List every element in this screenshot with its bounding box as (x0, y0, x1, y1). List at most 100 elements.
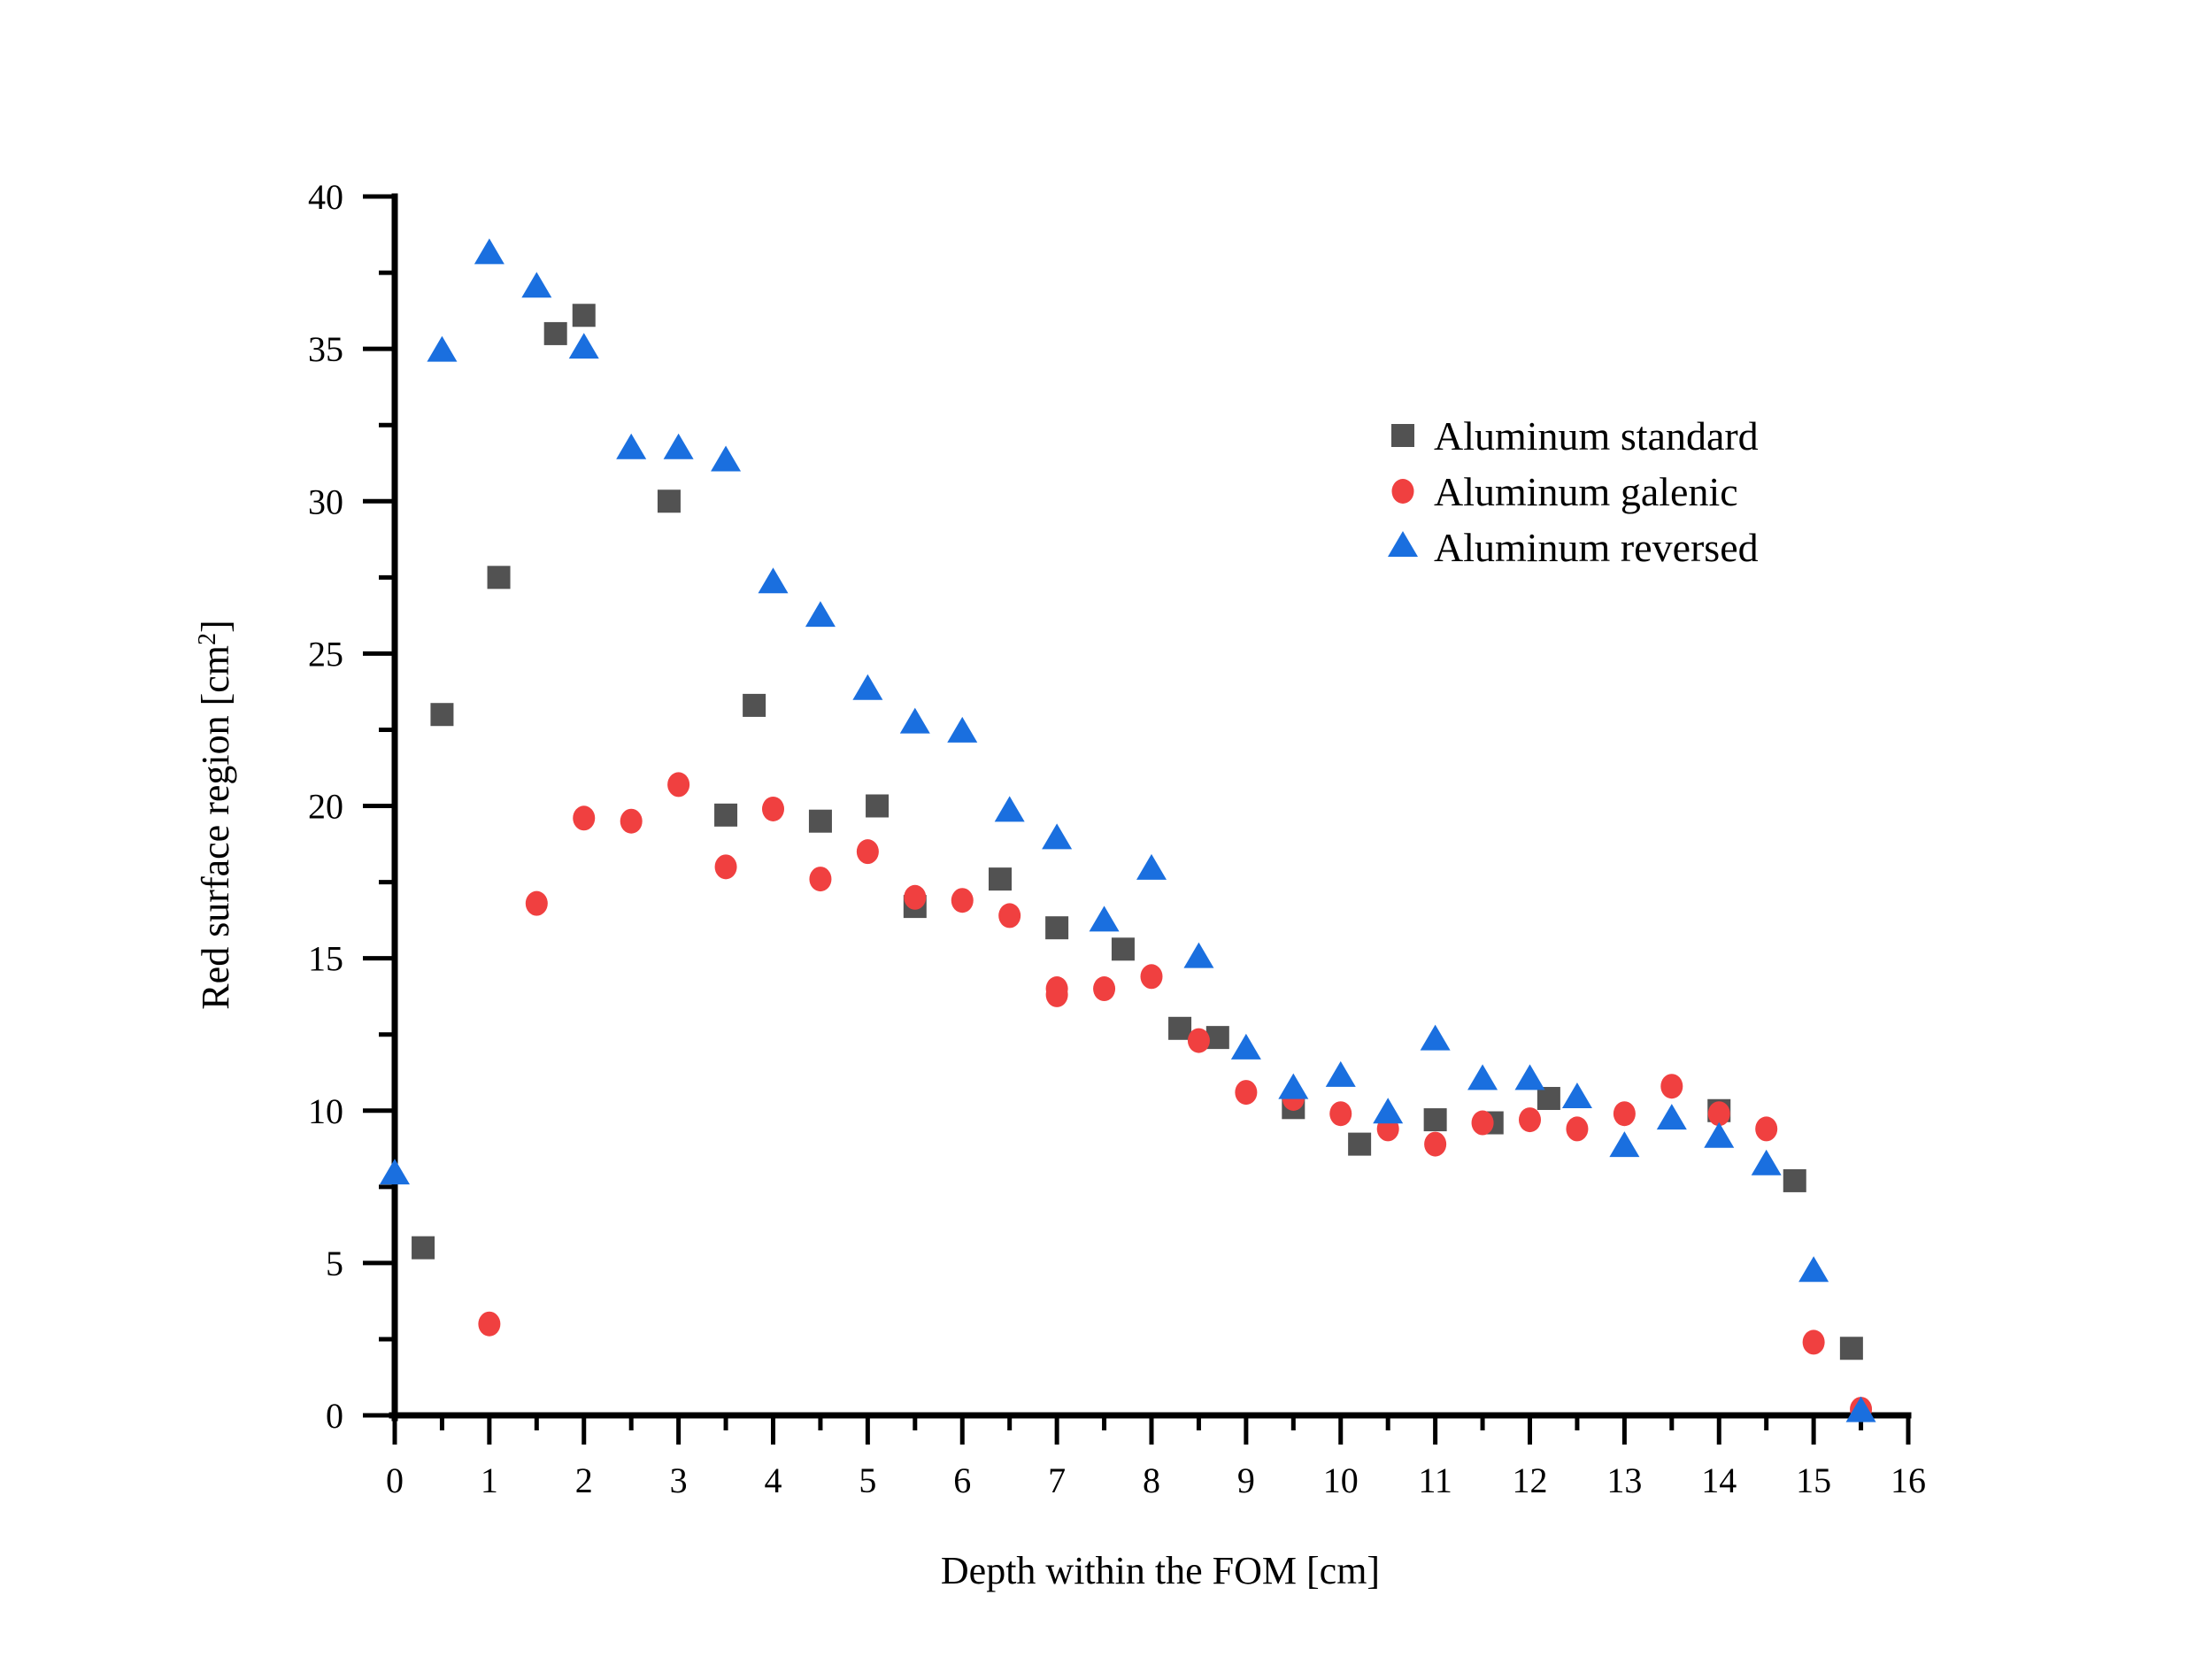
series-aluminum-galenic (478, 772, 1873, 1422)
triangle-point (1467, 1064, 1498, 1090)
legend-item: Aluminum reversed (1388, 525, 1759, 570)
triangle-point (427, 335, 458, 362)
square-point (1348, 1132, 1372, 1156)
circle-point (856, 839, 879, 865)
triangle-point (1089, 906, 1120, 932)
circle-point (998, 903, 1021, 929)
triangle-point (1373, 1098, 1404, 1124)
square-point (1111, 937, 1135, 961)
square-point (657, 489, 681, 513)
triangle-point (1136, 853, 1167, 880)
circle-point (573, 805, 596, 831)
triangle-point (852, 674, 883, 700)
square-point (1045, 916, 1069, 940)
triangle-point (1704, 1121, 1735, 1148)
y-tick-label: 5 (326, 1244, 343, 1283)
triangle-point (805, 601, 836, 628)
square-point (743, 693, 766, 717)
x-tick-label: 6 (953, 1460, 971, 1500)
circle-point (714, 854, 737, 880)
legend-label: Aluminum galenic (1434, 469, 1738, 514)
x-tick-label: 0 (386, 1460, 404, 1500)
data-points (380, 238, 1876, 1422)
legend-item: Aluminum standard (1391, 413, 1759, 459)
triangle-point (994, 796, 1025, 822)
y-axis-title-main: Red surface region [cm (194, 645, 237, 1010)
x-tick-label: 10 (1323, 1460, 1359, 1500)
y-tick-label: 35 (308, 329, 343, 369)
y-tick-label: 0 (326, 1396, 343, 1436)
circle-point (1424, 1131, 1447, 1157)
x-tick-label: 11 (1418, 1460, 1452, 1500)
y-tick-label: 30 (308, 482, 343, 521)
circle-point (904, 884, 927, 910)
circle-point (1471, 1110, 1494, 1136)
y-tick-label: 15 (308, 939, 343, 979)
x-tick-label: 1 (481, 1460, 498, 1500)
triangle-point (380, 1159, 410, 1185)
triangle-point (1514, 1064, 1545, 1090)
square-point (572, 304, 596, 328)
circle-point (1566, 1116, 1589, 1142)
x-tick-label: 13 (1606, 1460, 1642, 1500)
circle-point (525, 890, 548, 916)
triangle-point (1278, 1073, 1309, 1099)
x-tick-label: 9 (1237, 1460, 1255, 1500)
circle-point (1140, 964, 1163, 990)
triangle-point (474, 238, 504, 265)
x-tick-label: 5 (859, 1460, 876, 1500)
y-tick-label: 25 (308, 634, 343, 674)
triangle-point (758, 567, 789, 594)
circle-point (667, 772, 690, 798)
square-point (487, 566, 511, 590)
circle-point (762, 796, 784, 821)
x-tick-label: 8 (1143, 1460, 1160, 1500)
circle-point (1802, 1329, 1825, 1355)
x-tick-label: 2 (575, 1460, 593, 1500)
square-point (1536, 1086, 1560, 1110)
legend-label: Aluminum standard (1434, 413, 1759, 459)
triangle-point (1042, 823, 1073, 850)
y-tick-label: 40 (308, 177, 343, 217)
triangle-point (1183, 942, 1214, 968)
y-axis-ticks: 0 5 10 15 20 25 30 35 40 (308, 177, 395, 1436)
y-axis-title: Red surface region [cm2] (194, 620, 238, 1009)
square-point (430, 703, 454, 727)
triangle-point (521, 272, 552, 298)
circle-point (1187, 1028, 1210, 1053)
square-point (1168, 1016, 1192, 1040)
legend-circle-icon (1391, 479, 1414, 504)
triangle-point (899, 707, 930, 734)
circle-point (478, 1311, 501, 1337)
y-tick-label: 20 (308, 787, 343, 827)
legend-triangle-icon (1388, 531, 1418, 558)
circle-point (1329, 1101, 1352, 1127)
triangle-point (1656, 1104, 1687, 1130)
triangle-point (1420, 1024, 1451, 1051)
x-axis-title: Depth within the FOM [cm] (941, 1549, 1380, 1592)
circle-point (951, 888, 974, 913)
y-axis-title-superscript: 2 (194, 633, 221, 645)
circle-point (1045, 982, 1068, 1007)
triangle-point (947, 716, 978, 743)
legend-label: Aluminum reversed (1434, 525, 1759, 570)
square-point (543, 321, 567, 345)
square-point (412, 1236, 435, 1260)
triangle-point (1798, 1256, 1829, 1283)
y-tick-label: 10 (308, 1091, 343, 1131)
x-tick-label: 12 (1513, 1460, 1548, 1500)
x-tick-label: 16 (1891, 1460, 1926, 1500)
square-point (1423, 1108, 1447, 1132)
square-point (714, 803, 738, 827)
triangle-point (568, 333, 599, 359)
square-point (1839, 1337, 1863, 1360)
x-tick-label: 7 (1048, 1460, 1066, 1500)
square-point (808, 809, 832, 833)
triangle-point (663, 433, 694, 459)
circle-point (809, 867, 832, 892)
square-point (1205, 1026, 1229, 1050)
square-point (866, 794, 890, 818)
legend-item: Aluminum galenic (1391, 469, 1738, 514)
legend: Aluminum standard Aluminum galenic Aluminu… (1388, 413, 1759, 570)
